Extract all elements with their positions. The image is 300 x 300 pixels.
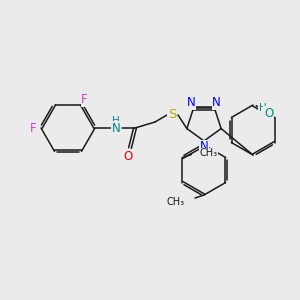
Text: S: S xyxy=(168,109,176,122)
Text: O: O xyxy=(264,107,273,120)
Text: N: N xyxy=(200,140,208,154)
Text: N: N xyxy=(187,96,196,109)
Text: H: H xyxy=(259,103,266,112)
Text: O: O xyxy=(123,149,133,163)
Text: F: F xyxy=(81,93,88,106)
Text: CH₃: CH₃ xyxy=(199,148,218,158)
Text: F: F xyxy=(30,122,36,134)
Text: H: H xyxy=(112,116,120,126)
Text: N: N xyxy=(212,96,221,109)
Text: CH₃: CH₃ xyxy=(167,197,185,207)
Text: N: N xyxy=(112,122,120,134)
